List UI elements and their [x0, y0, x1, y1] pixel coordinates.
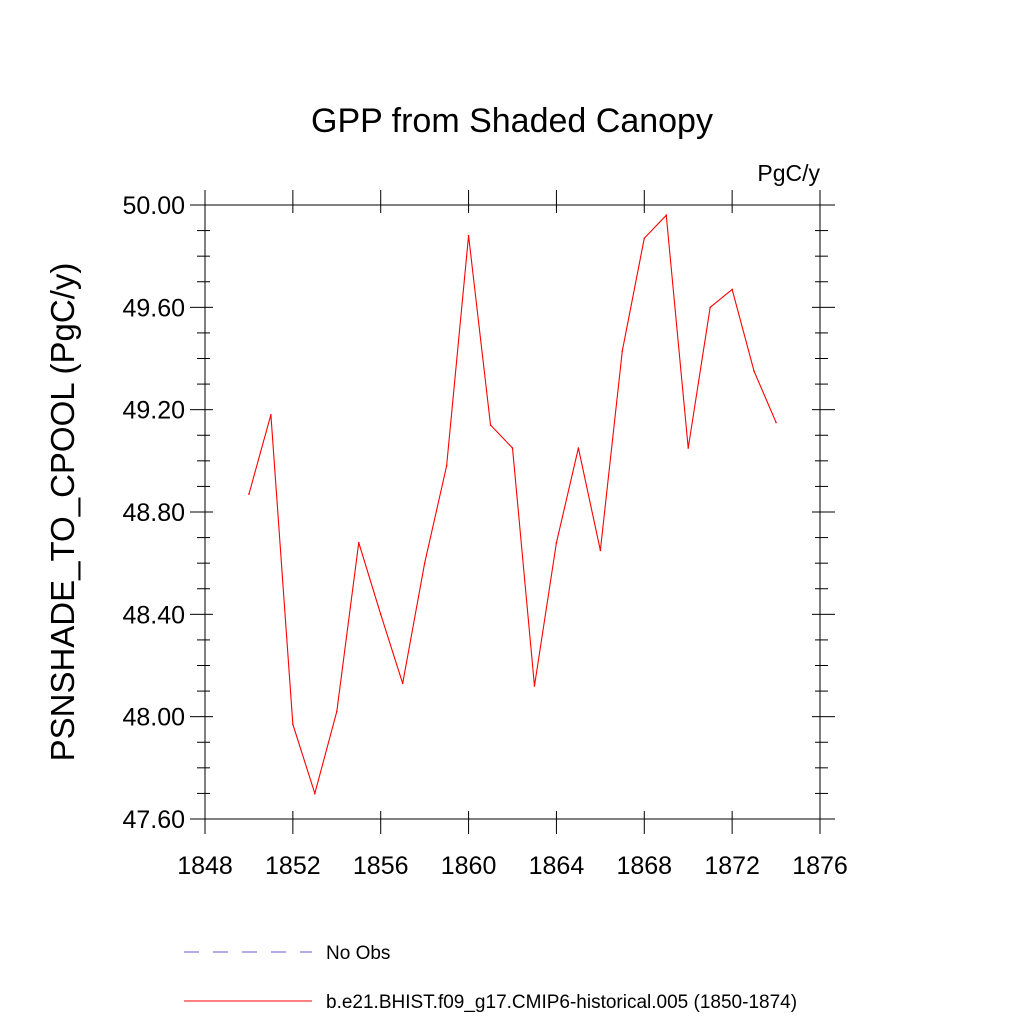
- data-point: [270, 413, 272, 416]
- x-tick-label: 1876: [792, 852, 848, 880]
- x-tick-label: 1864: [529, 852, 585, 880]
- x-tick-label: 1868: [616, 852, 672, 880]
- data-point: [401, 682, 404, 685]
- data-point: [314, 792, 316, 795]
- data-point: [775, 421, 777, 424]
- chart-title: GPP from Shaded Canopy: [311, 102, 713, 140]
- data-point: [292, 723, 294, 726]
- x-tick-label: 1852: [265, 852, 321, 880]
- data-point: [445, 465, 448, 467]
- units-label: PgC/y: [757, 160, 820, 186]
- data-point: [335, 710, 338, 713]
- data-point: [555, 541, 558, 544]
- series-line: [248, 213, 777, 796]
- data-point: [731, 288, 733, 291]
- data-point: [599, 549, 602, 552]
- data-point: [533, 685, 536, 687]
- data-point: [665, 214, 668, 217]
- plot-frame: [204, 204, 821, 820]
- data-point: [357, 541, 360, 544]
- y-tick-label: 47.60: [122, 806, 185, 834]
- data-point: [248, 493, 250, 495]
- data-point: [467, 234, 470, 237]
- x-tick-label: 1860: [441, 852, 497, 880]
- data-point: [489, 424, 492, 426]
- x-tick-label: 1856: [353, 852, 409, 880]
- data-point: [423, 562, 426, 564]
- y-tick-label: 48.80: [122, 499, 185, 527]
- y-axis-ticks: 47.60 48.00 48.40 48.80 49.20 49.60 50.00: [122, 192, 835, 834]
- data-point: [621, 350, 624, 352]
- y-tick-label: 49.20: [122, 397, 185, 425]
- series-layer: [248, 213, 777, 796]
- x-tick-label: 1872: [704, 852, 760, 880]
- x-axis-ticks: 1848 1852 1856 1860 1864 1868 1872 1876: [177, 190, 848, 880]
- y-tick-label: 48.00: [122, 704, 185, 732]
- data-point: [511, 447, 514, 449]
- legend: No Obs b.e21.BHIST.f09_g17.CMIP6-historic…: [184, 943, 797, 1013]
- y-tick-label: 49.60: [122, 294, 185, 322]
- y-tick-label: 50.00: [122, 192, 185, 220]
- y-tick-label: 48.40: [122, 601, 185, 629]
- legend-label: No Obs: [326, 943, 390, 964]
- legend-label: b.e21.BHIST.f09_g17.CMIP6-historical.005…: [326, 992, 797, 1013]
- x-tick-label: 1848: [177, 852, 233, 880]
- data-point: [379, 613, 382, 616]
- y-axis-label: PSNSHADE_TO_CPOOL (PgC/y): [44, 263, 81, 762]
- data-point: [753, 370, 755, 373]
- data-point: [687, 447, 690, 449]
- data-point: [643, 237, 646, 240]
- data-point: [577, 447, 580, 449]
- data-point: [709, 306, 711, 309]
